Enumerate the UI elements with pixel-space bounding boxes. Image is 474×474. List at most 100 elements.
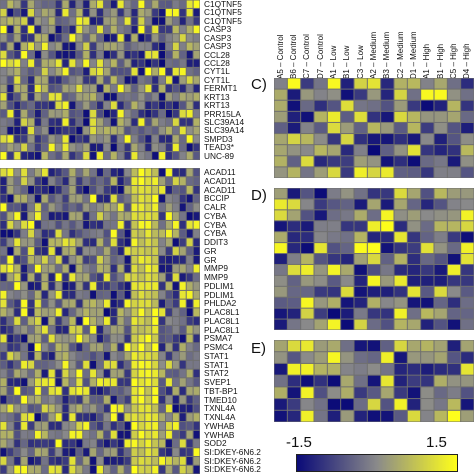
heatmap-cell — [110, 42, 117, 51]
heatmap-cell — [447, 145, 461, 156]
heatmap-cell — [394, 232, 407, 243]
heatmap-cell — [69, 17, 76, 25]
heatmap-cell — [394, 410, 407, 422]
heatmap-cell — [179, 430, 186, 439]
heatmap-cell — [0, 109, 7, 118]
heatmap-cell — [461, 134, 474, 145]
heatmap-cell — [447, 100, 461, 111]
heatmap-cell — [131, 273, 138, 282]
heatmap-cell — [367, 363, 381, 375]
heatmap-cell — [83, 282, 90, 290]
heatmap-cell — [152, 168, 159, 177]
heatmap-cell — [97, 369, 103, 378]
heatmap-cell — [407, 243, 421, 254]
heatmap-cell — [407, 375, 421, 387]
heatmap-cell — [152, 0, 159, 8]
heatmap-cell — [69, 325, 76, 334]
heatmap-cell — [55, 352, 62, 360]
heatmap-cell — [434, 297, 447, 308]
heatmap-cell — [7, 255, 14, 264]
heatmap-cell — [90, 387, 97, 395]
heatmap-cell — [461, 188, 474, 199]
heatmap-cell — [83, 317, 90, 325]
heatmap-cell — [159, 177, 166, 185]
heatmap-cell — [7, 369, 14, 378]
heatmap-cell — [287, 264, 301, 275]
heatmap-cell — [76, 229, 83, 238]
heatmap-cell — [103, 0, 110, 8]
heatmap-cell — [55, 67, 62, 76]
heatmap-cell — [145, 8, 152, 17]
heatmap-cell — [314, 221, 327, 232]
heatmap-cell — [21, 34, 28, 42]
heatmap-cell — [287, 156, 301, 167]
heatmap-cell — [152, 34, 159, 42]
heatmap-cell — [159, 457, 166, 465]
heatmap-cell — [69, 34, 76, 42]
heatmap-cell — [0, 238, 7, 247]
heatmap-cell — [48, 343, 55, 352]
colorbar-min-label: -1.5 — [286, 434, 312, 451]
heatmap-cell — [76, 282, 83, 290]
heatmap-cell — [354, 89, 367, 100]
heatmap-cell — [124, 25, 131, 34]
heatmap-cell — [394, 375, 407, 387]
heatmap-cell — [381, 199, 394, 210]
heatmap-cell — [145, 308, 152, 317]
heatmap-cell — [97, 118, 103, 126]
heatmap-cell — [103, 273, 110, 282]
heatmap-cell — [76, 203, 83, 212]
heatmap-cell — [0, 76, 7, 84]
heatmap-cell — [327, 199, 341, 210]
heatmap-cell — [69, 457, 76, 465]
heatmap-cell — [434, 134, 447, 145]
heatmap-cell — [55, 264, 62, 273]
heatmap-cell — [159, 282, 166, 290]
heatmap-cell — [381, 254, 394, 264]
heatmap-cell — [76, 238, 83, 247]
heatmap-cell — [28, 457, 34, 465]
heatmap-cell — [7, 422, 14, 430]
heatmap-cell — [110, 135, 117, 143]
heatmap-cell — [83, 404, 90, 413]
row-label: ACAD11 — [204, 167, 236, 178]
heatmap-cell — [90, 317, 97, 325]
row-label: CCL28 — [204, 49, 230, 60]
heatmap-cell — [434, 167, 447, 178]
heatmap-cell — [21, 238, 28, 247]
row-label: SI:DKEY-6N6.2 — [204, 455, 261, 466]
heatmap-cell — [434, 340, 447, 352]
heatmap-cell — [186, 422, 193, 430]
heatmap-cell — [69, 143, 76, 152]
heatmap-cell — [166, 203, 172, 212]
heatmap-cell — [0, 290, 7, 299]
heatmap-cell — [90, 430, 97, 439]
heatmap-cell — [41, 465, 48, 474]
heatmap-cell — [14, 273, 21, 282]
heatmap-cell — [62, 185, 69, 194]
heatmap-cell — [48, 308, 55, 317]
heatmap-cell — [48, 369, 55, 378]
heatmap-cell — [159, 135, 166, 143]
heatmap-cell — [7, 439, 14, 448]
heatmap-cell — [69, 84, 76, 93]
heatmap-cell — [159, 0, 166, 8]
heatmap-cell — [41, 152, 48, 160]
heatmap-cell — [124, 0, 131, 8]
heatmap-cell — [172, 247, 179, 255]
heatmap-cell — [124, 51, 131, 59]
heatmap-cell — [48, 109, 55, 118]
heatmap-cell — [83, 255, 90, 264]
heatmap-cell — [179, 177, 186, 185]
heatmap-cell — [159, 84, 166, 93]
heatmap-cell — [28, 212, 34, 220]
heatmap-cell — [159, 404, 166, 413]
heatmap-cell — [172, 8, 179, 17]
row-label: SOD2 — [204, 438, 227, 449]
heatmap-cell — [381, 340, 394, 352]
heatmap-cell — [166, 126, 172, 135]
row-label: TXNL4A — [204, 412, 236, 423]
heatmap-cell — [62, 422, 69, 430]
heatmap-cell — [7, 325, 14, 334]
row-label: PHLDA2 — [204, 298, 237, 309]
